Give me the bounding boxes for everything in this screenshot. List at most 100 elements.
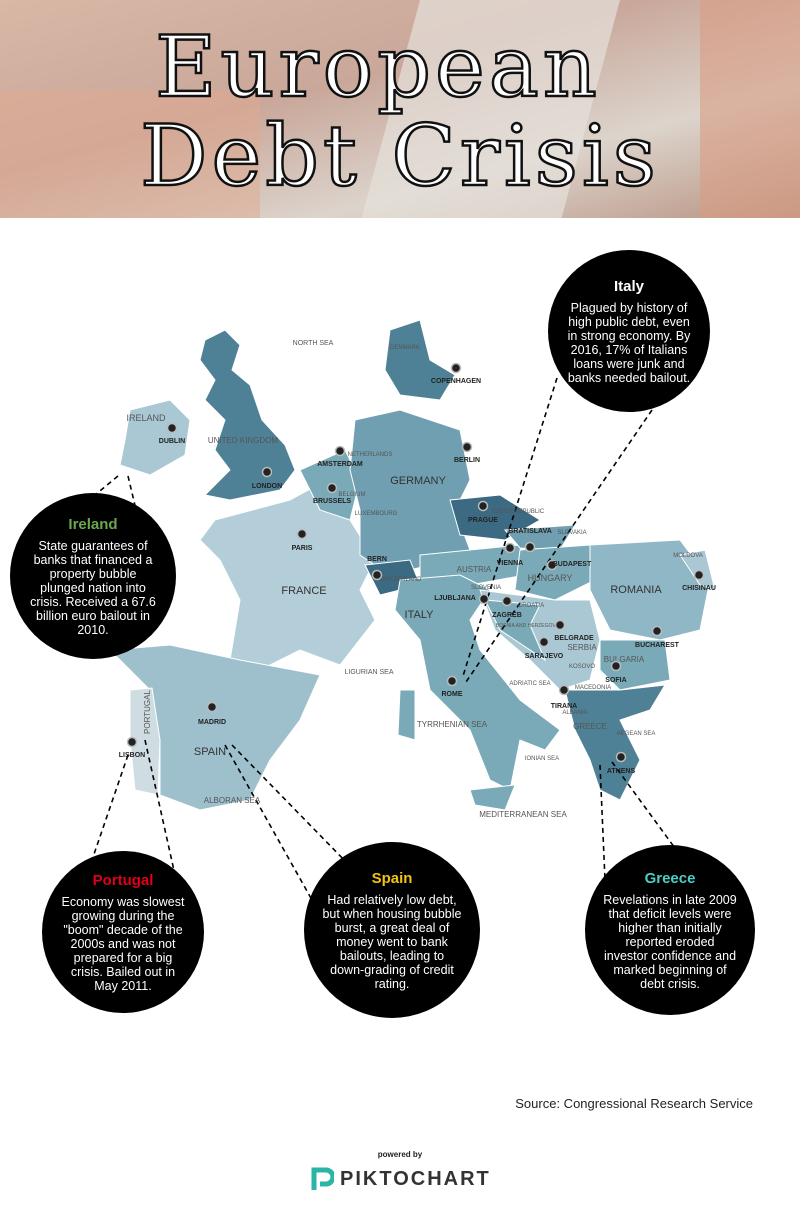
city-label: ATHENS — [607, 768, 636, 775]
callout: Italy Plagued by history of high public d… — [548, 250, 710, 412]
city-label: ZAGREB — [492, 612, 522, 619]
map-label: NORTH SEA — [293, 340, 334, 347]
map-label: SERBIA — [567, 643, 597, 652]
city-label: LJUBLJANA — [434, 595, 476, 602]
city-label: BERLIN — [454, 457, 480, 464]
city-marker — [371, 569, 383, 581]
map-label: ADRIATIC SEA — [509, 681, 550, 687]
country — [119, 399, 191, 476]
map-label: AEGEAN SEA — [617, 731, 656, 737]
city-label: PARIS — [292, 545, 313, 552]
source: Source: Congressional Research Service — [515, 1096, 753, 1111]
callout-text: State guarantees of banks that financed … — [30, 538, 156, 637]
map-label: ALBANIA — [562, 710, 587, 716]
city-marker — [461, 441, 473, 453]
callout-text: Plagued by history of high public debt, … — [567, 300, 691, 385]
callout-title: Italy — [613, 277, 644, 295]
city-label: LISBON — [119, 752, 145, 759]
connector — [231, 744, 351, 867]
map-label: BOSNIA AND HERZEGOVINA — [496, 623, 565, 629]
city-marker — [477, 500, 489, 512]
callout: Ireland State guarantees of banks that fi… — [10, 493, 176, 659]
country — [199, 329, 296, 501]
map-label: ALBORAN SEA — [204, 796, 261, 805]
map-label: ITALY — [405, 609, 435, 621]
map-label: IRELAND — [126, 413, 166, 423]
city-label: AMSTERDAM — [317, 461, 363, 468]
map-label: ROMANIA — [610, 584, 662, 596]
map-label: NETHERLANDS — [348, 452, 393, 458]
city-marker — [261, 466, 273, 478]
city-marker — [446, 675, 458, 687]
city-label: BERN — [367, 556, 387, 563]
callout: Spain Had relatively low debt, but when h… — [304, 842, 480, 1018]
title: European — [155, 18, 601, 116]
map-label: SPAIN — [194, 746, 226, 758]
city-label: LONDON — [252, 483, 282, 490]
city-marker — [296, 528, 308, 540]
map-label: AUSTRIA — [457, 565, 492, 574]
map-label: UNITED KINGDOM — [208, 436, 279, 445]
island — [469, 784, 516, 811]
city-marker — [610, 660, 622, 672]
map-label: BULGARIA — [604, 655, 645, 664]
map-label: DENMARK — [390, 345, 420, 351]
city-marker — [558, 684, 570, 696]
city-marker — [206, 701, 218, 713]
city-label: VIENNA — [497, 560, 523, 567]
map — [108, 319, 716, 811]
brand-icon — [311, 1167, 334, 1190]
callout: Portugal Economy was slowest growing duri… — [42, 851, 204, 1013]
map-label: SLOVAKIA — [557, 530, 586, 536]
city-marker — [504, 542, 516, 554]
city-marker — [693, 569, 705, 581]
city-label: BRATISLAVA — [508, 528, 552, 535]
connector — [94, 475, 119, 496]
brand-name: PIKTOCHART — [340, 1167, 491, 1190]
connector — [127, 475, 139, 519]
callout-title: Ireland — [68, 515, 118, 533]
city-marker — [478, 593, 490, 605]
country — [394, 574, 561, 791]
callout-title: Spain — [371, 869, 413, 887]
map-label: SWITZERLAND — [378, 577, 422, 583]
map-label: CZECH REPUBLIC — [492, 509, 545, 515]
banknote — [700, 0, 800, 218]
city-label: SARAJEVO — [525, 653, 564, 660]
map-label: BELGIUM — [338, 492, 365, 498]
city-marker — [538, 636, 550, 648]
city-label: SOFIA — [605, 677, 626, 684]
map-label: GERMANY — [390, 475, 446, 487]
callout-text: Economy was slowest growing during the "… — [61, 894, 185, 993]
island — [397, 689, 416, 741]
callout-text: Revelations in late 2009 that deficit le… — [603, 892, 737, 991]
map-label: MEDITERRANEAN SEA — [479, 810, 567, 819]
icon-shape — [311, 1167, 334, 1190]
banknote — [0, 90, 260, 218]
country — [589, 539, 711, 641]
city-label: TIRANA — [551, 703, 577, 710]
city-marker — [524, 541, 536, 553]
connector — [462, 377, 558, 677]
city-label: BUDAPEST — [553, 561, 592, 568]
connector — [224, 744, 313, 901]
map-label: PORTUGAL — [143, 690, 152, 734]
map-label: CROATIA — [518, 603, 544, 609]
callout: Greece Revelations in late 2009 that defi… — [585, 845, 755, 1015]
city-marker — [334, 445, 346, 457]
city-label: BUCHAREST — [635, 642, 680, 649]
country — [384, 319, 456, 401]
title: Debt Crisis — [140, 107, 660, 205]
map-label: GREECE — [573, 722, 607, 731]
callout-text: Had relatively low debt, but when housin… — [322, 892, 462, 991]
map-label: SLOVENIA — [471, 585, 501, 591]
city-label: DUBLIN — [159, 438, 185, 445]
connector — [465, 409, 653, 683]
map-label: IONIAN SEA — [525, 756, 559, 762]
city-label: ROME — [442, 691, 463, 698]
city-marker — [546, 559, 558, 571]
powered-by: powered by — [377, 1150, 423, 1159]
brand-logo: PIKTOCHART — [310, 1166, 491, 1192]
